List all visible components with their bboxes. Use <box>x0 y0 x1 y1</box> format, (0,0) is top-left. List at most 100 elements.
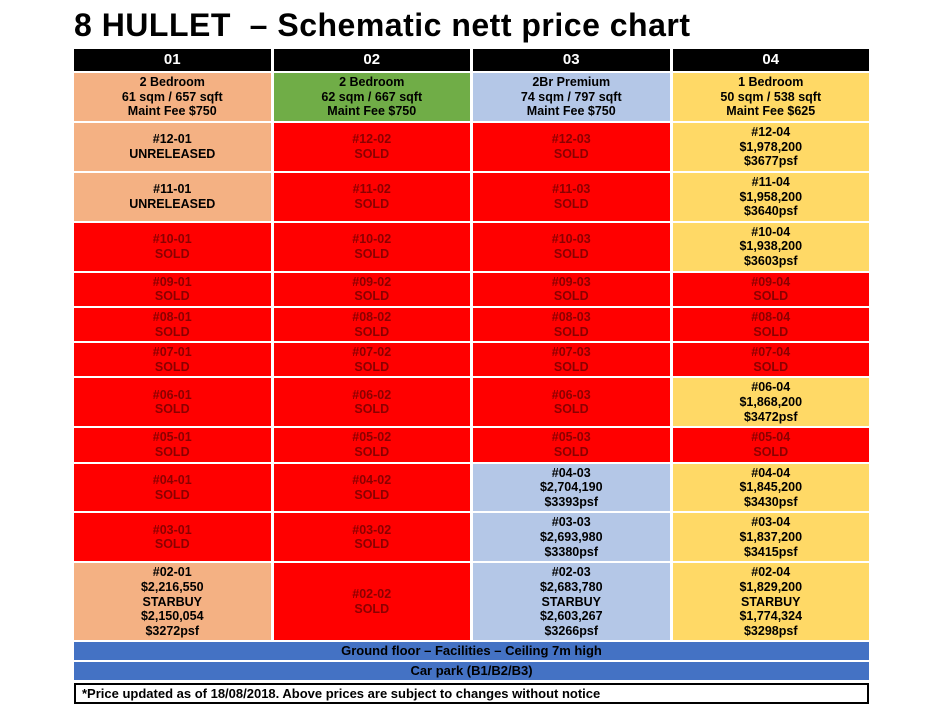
unit-cell: #06-02 SOLD <box>273 378 470 427</box>
stack-header: 1 Bedroom 50 sqm / 538 sqft Maint Fee $625 <box>672 73 869 122</box>
cell-line: SOLD <box>154 537 190 552</box>
unit-cell: #11-02 SOLD <box>273 172 470 221</box>
unit-cell: #02-02 SOLD <box>273 563 470 641</box>
cell-line: 01 <box>163 51 181 69</box>
unit-cell: #11-04 $1,958,200 $3640psf <box>672 172 869 221</box>
cell-line: #06-02 <box>352 387 392 402</box>
cell-line: $3380psf <box>544 544 598 559</box>
unit-cell: #09-02 SOLD <box>273 272 470 306</box>
cell-line: #10-02 <box>352 232 392 247</box>
cell-line: #07-04 <box>751 345 791 360</box>
cell-line: $3393psf <box>544 494 598 509</box>
cell-line: 62 sqm / 667 sqft <box>321 89 423 104</box>
unit-cell: #02-04 $1,829,200 STARBUY $1,774,324 $3298ps… <box>672 563 869 641</box>
cell-line: 04 <box>762 51 780 69</box>
cell-line: $1,845,200 <box>739 480 803 495</box>
unit-cell: #07-02 SOLD <box>273 343 470 377</box>
cell-line: #06-01 <box>152 387 192 402</box>
cell-line: SOLD <box>354 444 390 459</box>
cell-line: SOLD <box>354 324 390 339</box>
cell-line: #12-01 <box>152 132 192 147</box>
cell-line: UNRELEASED <box>129 196 216 211</box>
cell-line: SOLD <box>553 359 589 374</box>
unit-cell: #08-04 SOLD <box>672 307 869 342</box>
cell-line: STARBUY <box>142 594 203 609</box>
cell-line: #04-03 <box>551 465 591 480</box>
stack-header: 2 Bedroom 62 sqm / 667 sqft Maint Fee $750 <box>273 73 470 122</box>
cell-line: #12-03 <box>551 132 591 147</box>
cell-line: $1,958,200 <box>739 189 803 204</box>
cell-line: #04-04 <box>751 465 791 480</box>
cell-line: #08-04 <box>751 309 791 324</box>
cell-line: SOLD <box>154 246 190 261</box>
cell-line: $1,868,200 <box>739 395 803 410</box>
cell-line: #12-04 <box>751 125 791 140</box>
unit-cell: #07-03 SOLD <box>473 343 670 377</box>
cell-line: #03-04 <box>751 515 791 530</box>
cell-line: #08-02 <box>352 309 392 324</box>
cell-line: STARBUY <box>741 594 801 609</box>
cell-line: SOLD <box>354 359 390 374</box>
cell-line: STARBUY <box>541 594 602 609</box>
unit-cell: #12-02 SOLD <box>273 123 470 171</box>
cell-line: Ground floor – Facilities – Ceiling 7m h… <box>341 643 602 659</box>
unit-cell: #04-04 $1,845,200 $3430psf <box>672 463 869 512</box>
cell-line: SOLD <box>753 444 789 459</box>
cell-line: SOLD <box>553 289 589 304</box>
cell-line: $3640psf <box>743 204 798 219</box>
unit-cell: #05-02 SOLD <box>273 428 470 462</box>
cell-line: SOLD <box>154 359 190 374</box>
cell-line: #02-02 <box>352 587 392 602</box>
page-title: 8 HULLET – Schematic nett price chart <box>74 7 691 43</box>
cell-line: $3415psf <box>743 544 798 559</box>
cell-line: $1,978,200 <box>739 139 803 154</box>
cell-line: SOLD <box>154 402 190 417</box>
cell-line: SOLD <box>154 487 190 502</box>
unit-cell: #06-01 SOLD <box>74 378 271 427</box>
cell-line: Maint Fee $625 <box>726 104 816 119</box>
unit-cell: #05-04 SOLD <box>672 428 869 462</box>
cell-line: 2 Bedroom <box>339 75 405 90</box>
cell-line: 2 Bedroom <box>139 75 205 90</box>
cell-line: SOLD <box>753 359 789 374</box>
cell-line: Maint Fee $750 <box>526 104 616 119</box>
cell-line: $1,837,200 <box>739 530 803 545</box>
cell-line: #06-04 <box>751 380 791 395</box>
cell-line: #05-02 <box>352 430 392 445</box>
cell-line: #07-02 <box>352 345 392 360</box>
cell-line: Car park (B1/B2/B3) <box>410 663 533 679</box>
cell-line: $2,216,550 <box>140 579 204 594</box>
cell-line: SOLD <box>553 324 589 339</box>
unit-cell: #02-03 $2,683,780 STARBUY $2,603,267 $3266ps… <box>473 563 670 641</box>
cell-line: 2Br Premium <box>532 75 611 90</box>
cell-line: SOLD <box>354 402 390 417</box>
cell-line: SOLD <box>354 246 390 261</box>
cell-line: #05-03 <box>551 430 591 445</box>
cell-line: SOLD <box>354 601 390 616</box>
cell-line: 61 sqm / 657 sqft <box>121 89 223 104</box>
cell-line: SOLD <box>354 487 390 502</box>
unit-cell: #10-01 SOLD <box>74 222 271 271</box>
price-sheet: 8 HULLET – Schematic nett price chart 01… <box>74 0 869 704</box>
cell-line: #11-03 <box>552 182 591 197</box>
unit-cell: #06-03 SOLD <box>473 378 670 427</box>
cell-line: $3298psf <box>743 623 798 638</box>
cell-line: $3603psf <box>743 254 798 269</box>
cell-line: SOLD <box>154 444 190 459</box>
unit-cell: #08-03 SOLD <box>473 307 670 342</box>
unit-cell: #03-03 $2,693,980 $3380psf <box>473 513 670 562</box>
cell-line: 02 <box>363 51 381 69</box>
unit-cell: #04-01 SOLD <box>74 463 271 512</box>
cell-line: SOLD <box>553 196 589 211</box>
cell-line: SOLD <box>753 324 789 339</box>
column-header: 04 <box>672 49 869 72</box>
footer-bar: Car park (B1/B2/B3) <box>74 662 869 680</box>
cell-line: #09-02 <box>352 274 392 289</box>
column-header: 02 <box>273 49 470 72</box>
unit-cell: #03-02 SOLD <box>273 513 470 562</box>
unit-cell: #08-02 SOLD <box>273 307 470 342</box>
unit-cell: #07-01 SOLD <box>74 343 271 377</box>
cell-line: #02-04 <box>751 565 791 580</box>
unit-cell: #11-01 UNRELEASED <box>74 172 271 221</box>
cell-line: #08-03 <box>551 309 591 324</box>
